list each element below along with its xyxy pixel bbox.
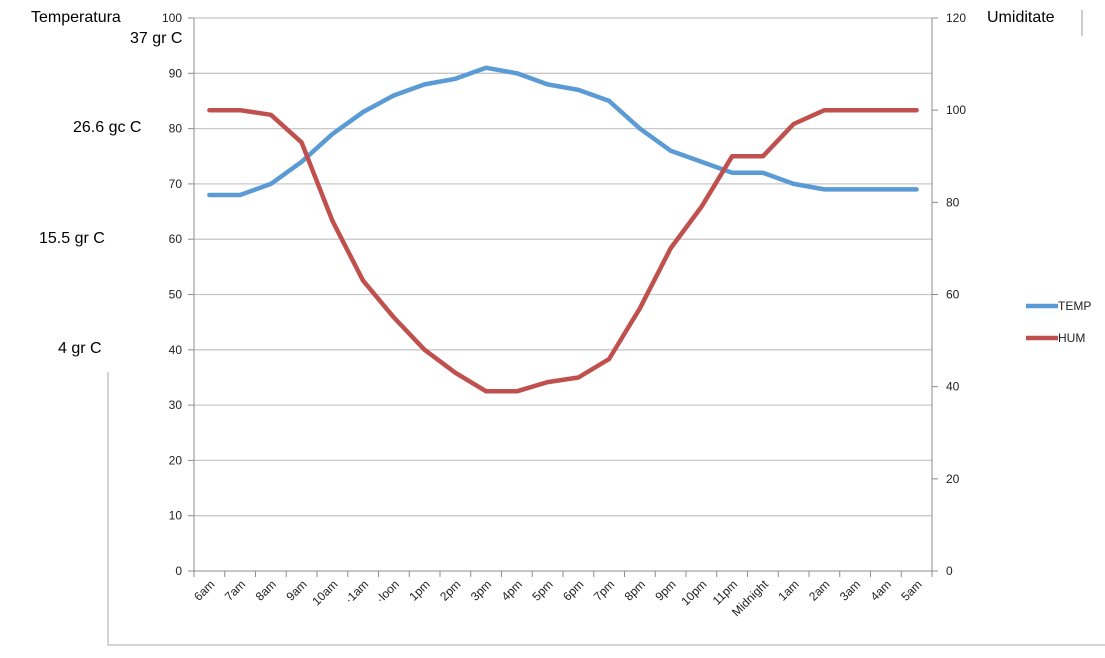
category-label: 10am [309, 577, 340, 608]
right-tick-label: 80 [946, 195, 960, 209]
category-label: 10pm [678, 577, 709, 608]
left-axis-title: Temperatura [31, 9, 121, 26]
left-tick-label: 70 [169, 177, 183, 191]
category-label: 7am [222, 577, 248, 603]
category-label: 9pm [652, 577, 678, 603]
right-tick-label: 40 [946, 380, 960, 394]
category-label: 9am [283, 577, 309, 603]
right-axis-title: Umiditate [987, 9, 1055, 26]
left-tick-label: 50 [169, 288, 183, 302]
category-label: 2am [806, 577, 832, 603]
category-label: 3am [837, 577, 863, 603]
series-line-hum [207, 107, 919, 394]
left-tick-label: 40 [169, 343, 183, 357]
left-tick-label: 30 [169, 398, 183, 412]
celsius-mark-15: 15.5 gr C [39, 230, 105, 247]
right-tick-label: 120 [946, 11, 966, 25]
category-label: ·1am [342, 577, 371, 606]
category-label: 2pm [437, 577, 463, 603]
left-tick-label: 20 [169, 453, 183, 467]
category-label: 5pm [529, 577, 555, 603]
category-label: 8pm [622, 577, 648, 603]
legend: TEMP HUM [1026, 299, 1091, 345]
right-tick-label: 100 [946, 103, 966, 117]
category-label: 7pm [591, 577, 617, 603]
left-tick-label: 80 [169, 122, 183, 136]
legend-label-hum: HUM [1058, 331, 1085, 345]
category-label: 1pm [406, 577, 432, 603]
category-label: 3pm [468, 577, 494, 603]
left-tick-label: 90 [169, 66, 183, 80]
category-label: 8am [253, 577, 279, 603]
series-line-temp [207, 65, 919, 198]
left-tick-label: 0 [175, 564, 182, 578]
category-label: 4am [868, 577, 894, 603]
category-label: 1am [775, 577, 801, 603]
left-tick-label: 60 [169, 232, 183, 246]
celsius-mark-37: 37 gr C [130, 30, 183, 47]
category-label: 6am [191, 577, 217, 603]
right-tick-label: 20 [946, 472, 960, 486]
right-tick-label: 60 [946, 288, 960, 302]
category-label: 5am [898, 577, 924, 603]
legend-label-temp: TEMP [1058, 299, 1091, 313]
grid-layer [194, 17, 932, 517]
right-tick-label: 0 [946, 564, 953, 578]
category-label: ·loon [373, 577, 402, 606]
category-label: 6pm [560, 577, 586, 603]
celsius-mark-4: 4 gr C [58, 340, 102, 357]
axis-layer: 0 10 20 30 40 50 60 70 80 90 100 0 20 40 60 80 100 120 6am… [162, 11, 966, 619]
series-layer [207, 65, 919, 394]
left-tick-label: 100 [162, 11, 182, 25]
left-tick-label: 10 [169, 509, 183, 523]
celsius-mark-26: 26.6 gc C [73, 119, 142, 136]
category-label: 4pm [499, 577, 525, 603]
